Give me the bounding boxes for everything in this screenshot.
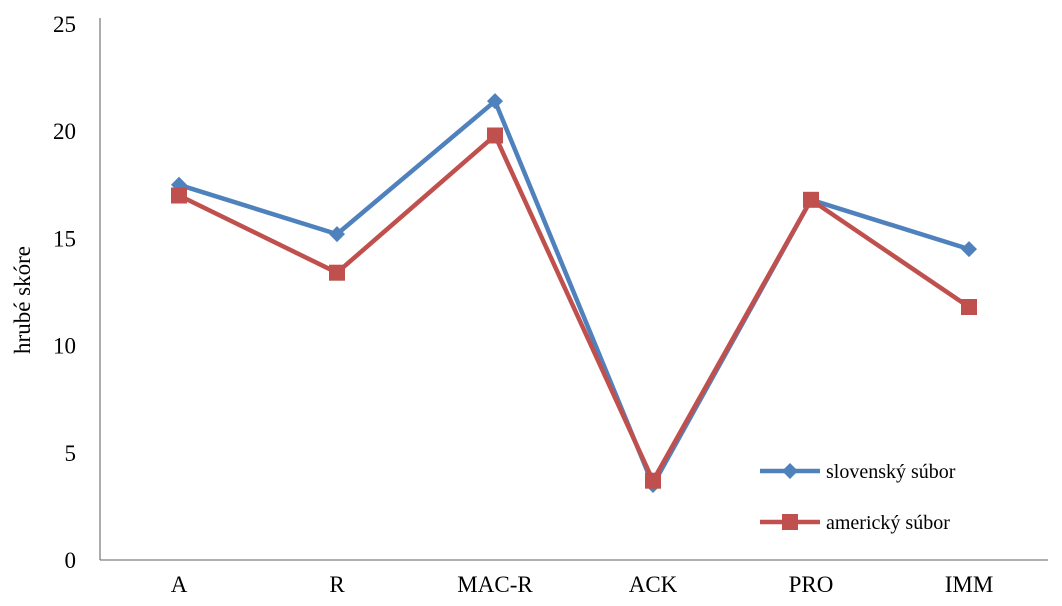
- data-point: [487, 127, 503, 144]
- data-point: [961, 241, 977, 258]
- series-line: [178, 98, 970, 488]
- legend-label: slovenský súbor: [826, 461, 956, 483]
- x-tick-label: A: [171, 572, 188, 597]
- x-tick-label: MAC-R: [457, 572, 533, 597]
- y-tick-label: 25: [53, 12, 76, 37]
- x-tick-label: R: [329, 572, 345, 597]
- series-2: [171, 127, 977, 489]
- series-1: [171, 93, 977, 493]
- y-tick-labels: 0 5 10 15 20 25: [53, 12, 76, 573]
- legend-label: americký súbor: [826, 512, 950, 534]
- y-tick-label: 10: [53, 334, 76, 359]
- legend-item: americký súbor: [760, 512, 950, 534]
- data-point: [329, 264, 345, 281]
- x-tick-label: IMM: [945, 572, 994, 597]
- data-point: [782, 463, 798, 479]
- data-point: [329, 226, 345, 243]
- data-point: [961, 299, 977, 316]
- data-point: [782, 514, 798, 530]
- x-tick-labels: A R MAC-R ACK PRO IMM: [171, 572, 994, 597]
- data-point: [171, 187, 187, 204]
- y-tick-label: 5: [65, 441, 77, 466]
- y-tick-label: 15: [53, 226, 76, 251]
- y-axis-label: hrubé skóre: [10, 246, 35, 354]
- x-tick-label: ACK: [629, 572, 678, 597]
- y-tick-label: 0: [65, 548, 77, 573]
- series-layer: [171, 93, 977, 493]
- data-point: [803, 191, 819, 208]
- legend: slovenský súbor americký súbor: [760, 461, 956, 534]
- x-tick-label: PRO: [789, 572, 834, 597]
- series-line: [178, 133, 971, 483]
- chart-axes: [99, 18, 1048, 561]
- legend-item: slovenský súbor: [760, 461, 956, 483]
- data-point: [645, 472, 661, 489]
- data-point: [487, 93, 503, 110]
- y-tick-label: 20: [53, 119, 76, 144]
